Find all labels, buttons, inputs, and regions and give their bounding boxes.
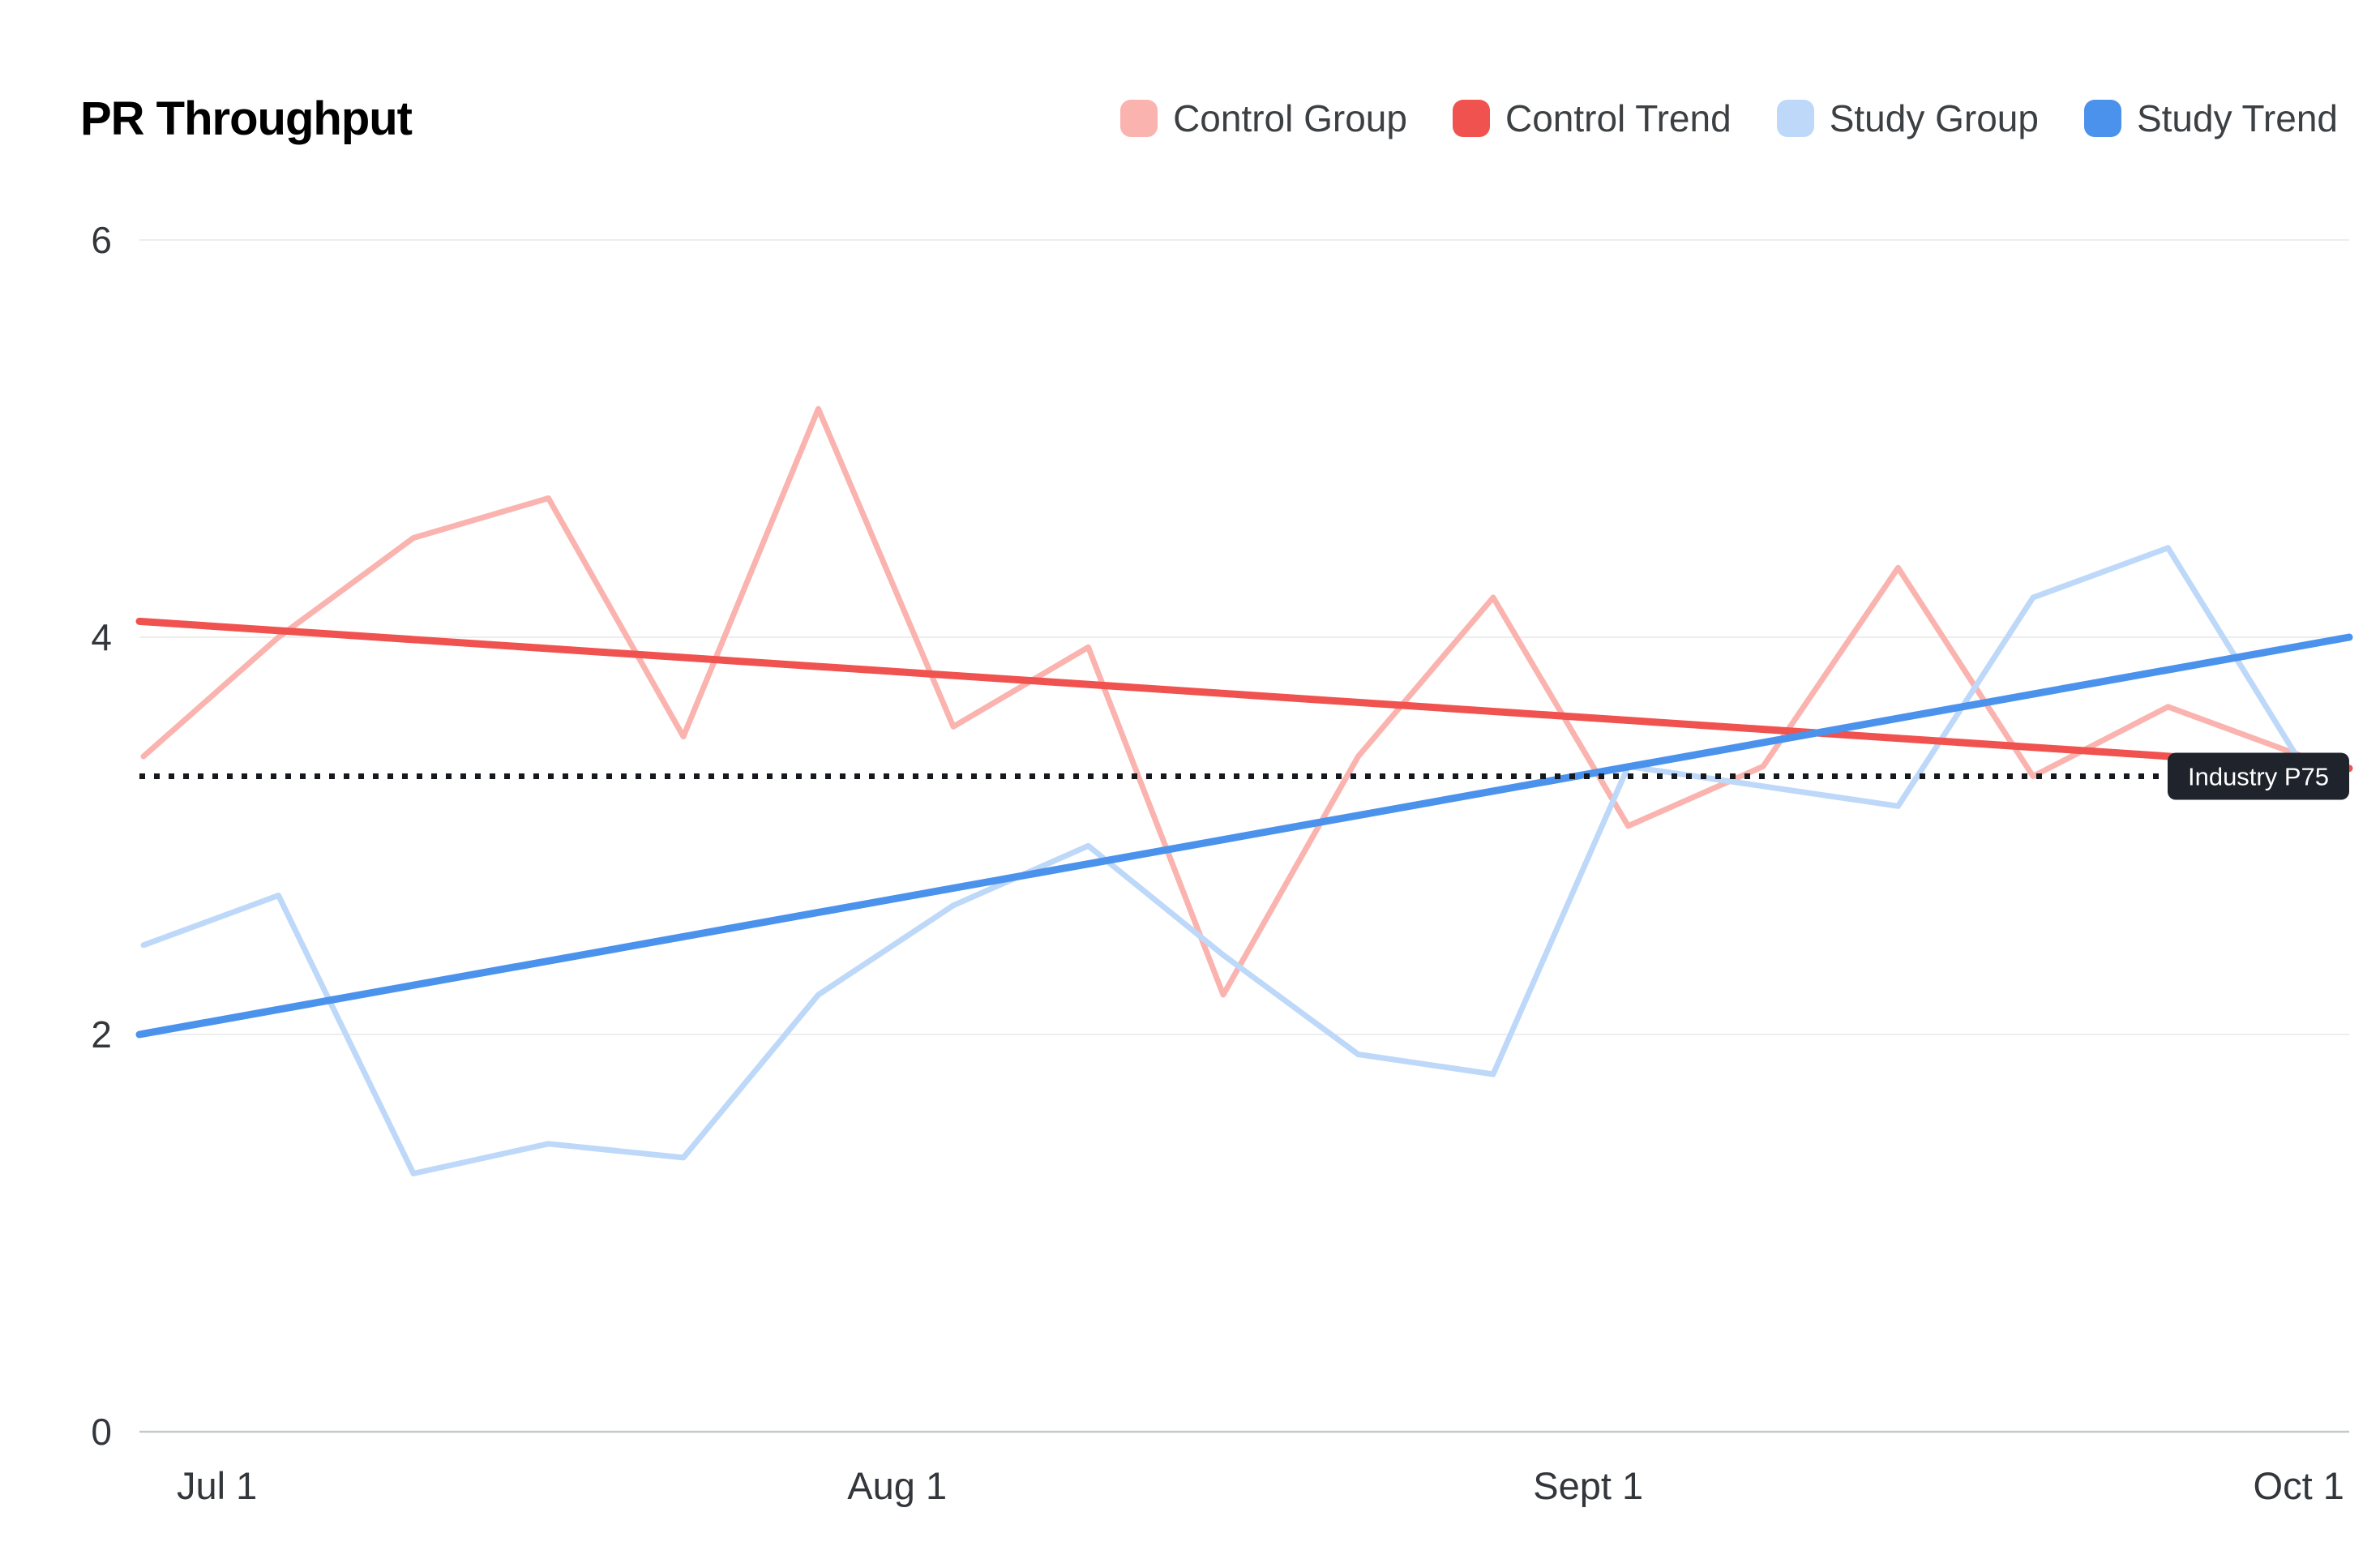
- y-tick-label: 4: [91, 616, 112, 658]
- series-study-group: [140, 545, 2306, 1176]
- industry-p75-badge-label: Industry P75: [2188, 763, 2329, 791]
- series-control-group: [140, 405, 2306, 998]
- control-group-swatch-icon: [1120, 100, 1158, 137]
- legend-label: Control Trend: [1505, 97, 1731, 139]
- x-tick-label: Oct 1: [2254, 1464, 2344, 1507]
- y-tick-label: 2: [91, 1013, 112, 1056]
- y-tick-label: 0: [91, 1411, 112, 1453]
- legend-label: Study Group: [1829, 97, 2039, 139]
- series-study-trend: [135, 633, 2353, 1039]
- study-group-swatch-icon: [1776, 100, 1814, 137]
- y-tick-label: 6: [91, 219, 112, 261]
- legend-item-control-group[interactable]: Control Group: [1120, 96, 1407, 140]
- chart-header: PR Throughput Control Group Control Trend…: [0, 0, 2380, 178]
- study-trend-swatch-icon: [2083, 100, 2121, 137]
- legend-label: Study Trend: [2136, 97, 2338, 139]
- plot-area[interactable]: 0 2 4 6 Jul 1 Aug 1 Sept 1 Oct 1 Industry P75: [0, 178, 2380, 1542]
- chart-title: PR Throughput: [80, 92, 413, 145]
- legend-item-study-trend[interactable]: Study Trend: [2083, 96, 2338, 140]
- industry-p75-badge: [2168, 752, 2349, 800]
- x-tick-label: Sept 1: [1533, 1464, 1643, 1507]
- legend: Control Group Control Trend Study Group Stu…: [1120, 96, 2338, 140]
- series-control-trend: [135, 617, 2353, 773]
- x-tick-label: Aug 1: [847, 1464, 947, 1507]
- legend-label: Control Group: [1173, 97, 1407, 139]
- control-trend-swatch-icon: [1452, 100, 1490, 137]
- legend-item-study-group[interactable]: Study Group: [1776, 96, 2039, 140]
- x-tick-label: Jul 1: [177, 1464, 257, 1507]
- legend-item-control-trend[interactable]: Control Trend: [1452, 96, 1731, 140]
